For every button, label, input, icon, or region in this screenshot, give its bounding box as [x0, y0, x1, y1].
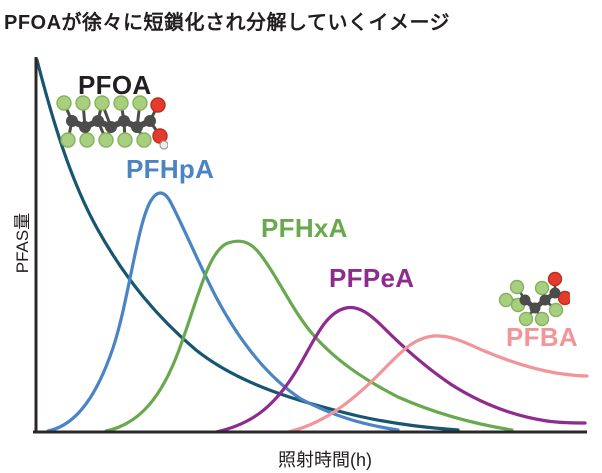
pfhpa-curve — [46, 191, 400, 433]
series-label-pfpea: PFPeA — [329, 263, 415, 293]
x-axis-label: 照射時間(h) — [278, 450, 372, 470]
pfba-molecule-icon — [498, 271, 570, 327]
y-axis-label: PFAS量 — [13, 212, 32, 274]
pfhxa-curve — [104, 239, 514, 433]
series-label-pfhpa: PFHpA — [126, 154, 215, 184]
pfba-curve — [286, 334, 589, 434]
pfpea-curve — [214, 305, 587, 434]
pfoa-molecule-icon — [56, 95, 168, 150]
pfoa-curve — [35, 58, 460, 432]
series-label-pfoa: PFOA — [78, 70, 152, 100]
series-label-pfhxa: PFHxA — [261, 213, 348, 243]
figure-title: PFOAが徐々に短鎖化され分解していくイメージ — [4, 12, 451, 34]
series-label-pfba: PFBA — [506, 322, 578, 352]
